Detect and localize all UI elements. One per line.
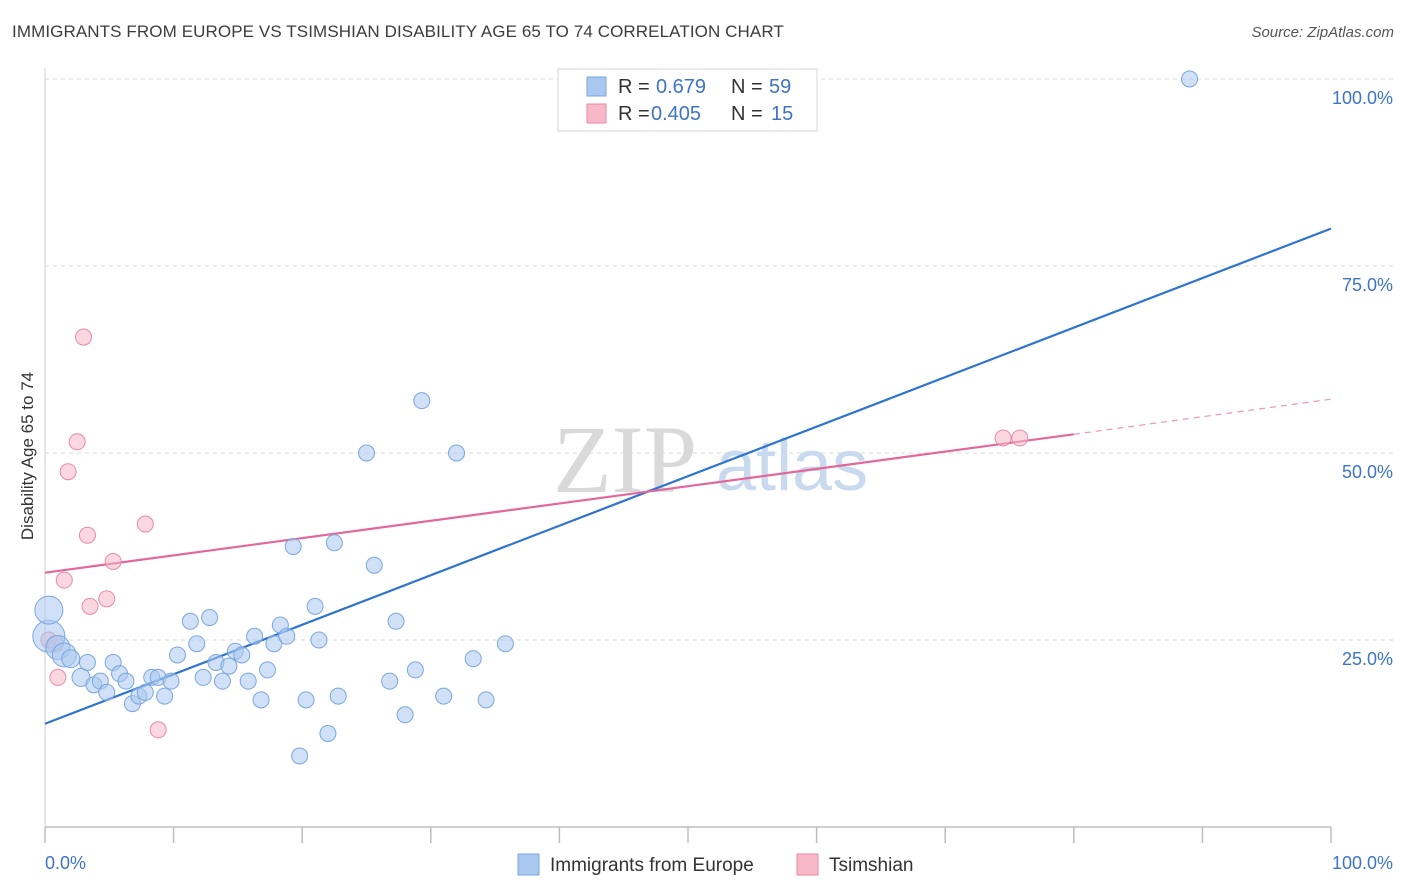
point-immigrants-57 bbox=[1181, 70, 1199, 88]
stats-legend-n-label-1: N = bbox=[731, 76, 763, 98]
stats-legend-n-label-2: N = bbox=[731, 103, 763, 125]
point-immigrants-45 bbox=[358, 444, 375, 462]
y-tick-label-0: 25.0% bbox=[1342, 649, 1393, 669]
point-immigrants-33 bbox=[258, 661, 276, 679]
point-tsimshian-9 bbox=[98, 590, 116, 608]
stats-legend-r-value-1: 0.679 bbox=[656, 76, 706, 98]
point-tsimshian-14 bbox=[1011, 429, 1029, 447]
stats-legend-r-label-1: R = bbox=[618, 76, 650, 98]
point-immigrants-9 bbox=[98, 683, 116, 701]
point-immigrants-6 bbox=[78, 653, 96, 671]
point-immigrants-19 bbox=[162, 672, 180, 690]
point-immigrants-54 bbox=[464, 650, 482, 668]
point-tsimshian-4 bbox=[59, 463, 77, 481]
point-tsimshian-7 bbox=[78, 526, 96, 544]
point-immigrants-20 bbox=[168, 646, 186, 664]
tick-labels: 25.0% 50.0% 75.0% 100.0% 0.0% 100.0% bbox=[45, 88, 1393, 873]
point-immigrants-29 bbox=[233, 646, 251, 664]
point-immigrants-1 bbox=[34, 595, 64, 625]
watermark-zip: ZIP bbox=[553, 406, 697, 513]
stats-legend-swatch-blue bbox=[586, 76, 607, 97]
point-immigrants-18 bbox=[156, 687, 174, 705]
stats-legend-swatch-pink bbox=[586, 103, 607, 124]
point-immigrants-40 bbox=[306, 597, 324, 615]
point-tsimshian-10 bbox=[104, 552, 122, 570]
point-immigrants-46 bbox=[365, 556, 383, 574]
legend-swatch-immigrants bbox=[517, 853, 540, 876]
point-immigrants-36 bbox=[278, 627, 296, 645]
point-immigrants-42 bbox=[319, 725, 337, 742]
bottom-legend: Immigrants from Europe Tsimshian bbox=[517, 853, 913, 876]
legend-label-immigrants: Immigrants from Europe bbox=[550, 855, 754, 876]
point-immigrants-15 bbox=[136, 683, 154, 701]
point-immigrants-23 bbox=[194, 668, 212, 686]
point-tsimshian-2 bbox=[49, 668, 67, 686]
chart-title: IMMIGRANTS FROM EUROPE VS TSIMSHIAN DISA… bbox=[12, 22, 784, 41]
point-tsimshian-11 bbox=[136, 515, 154, 533]
point-immigrants-31 bbox=[246, 627, 264, 645]
point-immigrants-55 bbox=[477, 691, 495, 709]
stats-legend-n-value-1: 59 bbox=[769, 76, 791, 98]
points-layer bbox=[32, 70, 1199, 765]
point-immigrants-12 bbox=[117, 672, 135, 690]
point-immigrants-41 bbox=[310, 631, 328, 649]
point-immigrants-38 bbox=[291, 747, 309, 765]
point-immigrants-27 bbox=[220, 657, 238, 675]
stats-legend-r-label-2: R = bbox=[618, 103, 650, 125]
y-tick-label-2: 75.0% bbox=[1342, 275, 1393, 295]
y-tick-label-1: 50.0% bbox=[1342, 462, 1393, 482]
y-axis-title: Disability Age 65 to 74 bbox=[18, 372, 37, 540]
point-immigrants-56 bbox=[496, 635, 514, 653]
y-tick-label-3: 100.0% bbox=[1332, 88, 1393, 108]
point-immigrants-34 bbox=[265, 635, 283, 653]
point-immigrants-47 bbox=[381, 672, 399, 690]
point-immigrants-4 bbox=[61, 649, 81, 669]
point-immigrants-37 bbox=[284, 538, 302, 555]
trendline-tsimshian-extension bbox=[1073, 398, 1332, 435]
point-immigrants-32 bbox=[252, 691, 270, 709]
point-tsimshian-3 bbox=[55, 571, 73, 589]
stats-legend-r-value-2: 0.405 bbox=[651, 103, 701, 125]
point-immigrants-49 bbox=[396, 706, 414, 724]
point-immigrants-22 bbox=[188, 635, 206, 653]
chart-source: Source: ZipAtlas.com bbox=[1251, 24, 1394, 41]
point-immigrants-26 bbox=[213, 672, 231, 690]
legend-label-tsimshian: Tsimshian bbox=[829, 855, 913, 876]
point-immigrants-21 bbox=[181, 612, 199, 630]
point-tsimshian-6 bbox=[75, 328, 93, 346]
grid-layer bbox=[45, 78, 1393, 641]
point-immigrants-52 bbox=[435, 687, 453, 705]
point-tsimshian-12 bbox=[149, 721, 167, 739]
point-immigrants-24 bbox=[201, 609, 219, 627]
point-immigrants-48 bbox=[387, 612, 405, 630]
point-immigrants-51 bbox=[413, 392, 431, 410]
x-tick-label-1: 100.0% bbox=[1332, 853, 1393, 873]
point-immigrants-50 bbox=[406, 661, 424, 679]
point-tsimshian-5 bbox=[68, 433, 86, 451]
point-immigrants-44 bbox=[329, 687, 347, 705]
stats-legend-n-value-2: 15 bbox=[771, 103, 793, 125]
point-tsimshian-8 bbox=[81, 597, 99, 615]
axes-layer bbox=[44, 68, 1332, 843]
point-immigrants-30 bbox=[239, 672, 257, 690]
point-immigrants-43 bbox=[325, 534, 343, 552]
legend-swatch-tsimshian bbox=[796, 853, 819, 876]
point-tsimshian-13 bbox=[994, 429, 1012, 447]
point-immigrants-53 bbox=[448, 444, 466, 462]
trendline-tsimshian bbox=[44, 433, 1074, 574]
stats-legend: R = 0.679 N = 59 R = 0.405 N = 15 bbox=[557, 68, 818, 132]
point-immigrants-39 bbox=[297, 691, 315, 709]
x-tick-label-0: 0.0% bbox=[45, 853, 86, 873]
